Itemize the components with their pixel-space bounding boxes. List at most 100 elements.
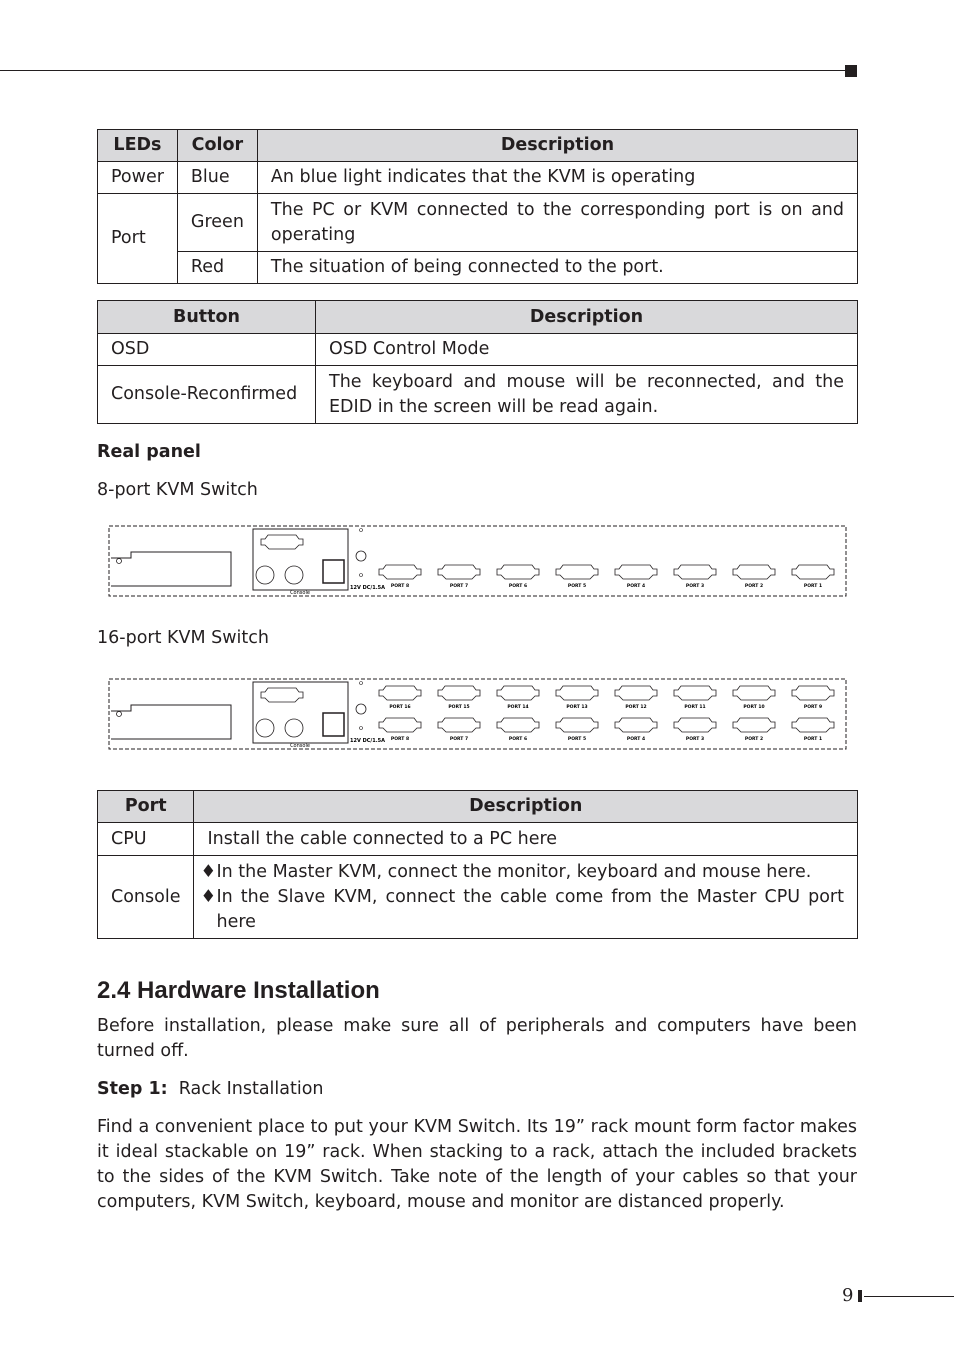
footer-rule: [864, 1296, 954, 1297]
vga-connector-icon: [260, 687, 304, 703]
led-name: Port: [97, 193, 178, 284]
led-desc: An blue light indicates that the KVM is …: [256, 161, 859, 194]
table-row: Power Blue An blue light indicates that …: [97, 161, 859, 194]
port-label: PORT 7: [450, 736, 468, 742]
section-title: 2.4 Hardware Installation: [97, 977, 380, 1004]
port-label: PORT 4: [627, 736, 645, 742]
port-label: PORT 4: [627, 583, 645, 589]
port-name: Console: [96, 855, 195, 939]
port-connector-icon: [378, 717, 422, 733]
step-body: Find a convenient place to put your KVM …: [97, 1117, 857, 1212]
led-icon: [359, 573, 363, 577]
port-connector-icon: [555, 564, 599, 580]
step-label: Step 1:: [97, 1079, 168, 1099]
card-slot: [111, 551, 232, 587]
led-icon: [359, 681, 363, 685]
port-table: Port Description CPU Install the cable c…: [96, 790, 858, 939]
power-label: 12V DC/1.5A: [350, 738, 385, 744]
ps2-keyboard-icon: [255, 565, 275, 585]
port-connector-icon: [791, 717, 835, 733]
port-label: PORT 2: [745, 736, 763, 742]
port-label: PORT 12: [625, 704, 646, 710]
page-number: 9: [842, 1285, 854, 1306]
button-table: Button Description OSD OSD Control Mode …: [97, 300, 858, 424]
header-color: Color: [176, 129, 258, 162]
power-label: 12V DC/1.5A: [350, 585, 385, 591]
button-desc: The keyboard and mouse will be reconnect…: [315, 365, 858, 424]
port-connector-icon: [614, 717, 658, 733]
button-name: Console-Reconfirmed: [97, 365, 316, 424]
rear-panel-8-port: Console 12V DC/1.5A PORT 8 PORT 7 PORT 6 PORT…: [108, 525, 847, 597]
port-label: PORT 2: [745, 583, 763, 589]
port-label: PORT 10: [743, 704, 764, 710]
port-connector-icon: [496, 717, 540, 733]
bullet-item: ♦ In the Master KVM, connect the monitor,…: [200, 860, 844, 885]
led-color: Red: [176, 251, 258, 284]
port-label: PORT 3: [686, 736, 704, 742]
led-color: Blue: [176, 161, 258, 194]
console-label: Console: [290, 743, 310, 749]
port-connector-icon: [614, 685, 658, 701]
port-label: PORT 9: [804, 704, 822, 710]
button-icon: [355, 550, 367, 562]
led-desc: The situation of being connected to the …: [256, 251, 859, 284]
ps2-keyboard-icon: [255, 718, 275, 738]
port-label: PORT 15: [448, 704, 469, 710]
port-label: PORT 5: [568, 736, 586, 742]
bullet-item: ♦ In the Slave KVM, connect the cable com…: [200, 885, 844, 935]
header-button: Button: [97, 300, 316, 334]
port-label: PORT 5: [568, 583, 586, 589]
port-connector-icon: [614, 564, 658, 580]
port-desc: Install the cable connected to a PC here: [193, 822, 858, 856]
header-description: Description: [256, 129, 859, 162]
table-row: OSD OSD Control Mode: [97, 333, 858, 366]
ps2-mouse-icon: [284, 565, 304, 585]
led-icon: [359, 528, 363, 532]
header-description: Description: [193, 790, 858, 823]
port-connector-icon: [791, 564, 835, 580]
leds-table: LEDs Color Description Power Blue An blu…: [97, 129, 859, 284]
port-connector-icon: [732, 564, 776, 580]
usb-block-icon: [322, 559, 345, 584]
console-box: [252, 528, 349, 591]
vga-connector-icon: [260, 534, 304, 550]
table-row: Console ♦ In the Master KVM, connect the …: [96, 855, 858, 939]
header-leds: LEDs: [97, 129, 178, 162]
button-desc: OSD Control Mode: [315, 333, 858, 366]
port-connector-icon: [437, 685, 481, 701]
port-label: PORT 11: [684, 704, 705, 710]
port-label: PORT 7: [450, 583, 468, 589]
port-label: PORT 3: [686, 583, 704, 589]
button-name: OSD: [97, 333, 316, 366]
caption-8-port: 8-port KVM Switch: [97, 480, 258, 500]
port-connector-icon: [437, 717, 481, 733]
port-connector-icon: [437, 564, 481, 580]
port-connector-icon: [791, 685, 835, 701]
screw-icon: [116, 711, 122, 717]
panel-outline: [108, 678, 847, 750]
step-title: Rack Installation: [178, 1079, 324, 1099]
led-name: Power: [97, 161, 178, 194]
rear-panel-16-port: Console 12V DC/1.5A PORT 16 PORT 15 PORT 14 P…: [108, 678, 847, 750]
port-label: PORT 13: [566, 704, 587, 710]
port-connector-icon: [732, 685, 776, 701]
table-row: Console-Reconfirmed The keyboard and mou…: [97, 365, 858, 424]
table-row: Red The situation of being connected to …: [98, 251, 859, 284]
port-connector-icon: [555, 717, 599, 733]
port-label: PORT 1: [804, 583, 822, 589]
header-port: Port: [96, 790, 195, 823]
header-description: Description: [315, 300, 858, 334]
step-line: Step 1: Rack Installation: [97, 1077, 857, 1102]
port-connector-icon: [378, 685, 422, 701]
port-label: PORT 1: [804, 736, 822, 742]
port-connector-icon: [378, 564, 422, 580]
panel-outline: [108, 525, 847, 597]
port-label: PORT 14: [507, 704, 528, 710]
button-icon: [355, 703, 367, 715]
console-box: [252, 681, 349, 744]
port-label: PORT 6: [509, 736, 527, 742]
caption-16-port: 16-port KVM Switch: [97, 628, 269, 648]
port-name: CPU: [96, 822, 195, 856]
port-connector-icon: [496, 564, 540, 580]
port-connector-icon: [673, 685, 717, 701]
